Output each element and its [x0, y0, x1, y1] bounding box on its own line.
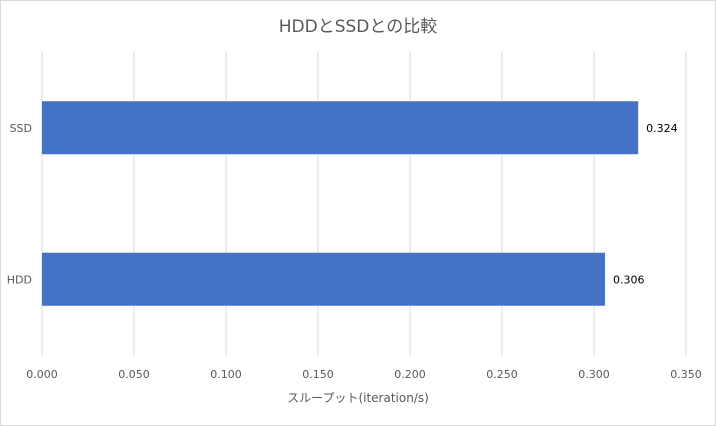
x-tick-label-7: 0.350: [670, 368, 702, 381]
data-label-hdd: 0.306: [613, 273, 645, 286]
bar-hdd: [42, 252, 606, 306]
data-label-ssd: 0.324: [646, 122, 678, 135]
chart-title: HDDとSSDとの比較: [278, 17, 438, 37]
x-tick-label-6: 0.300: [578, 368, 610, 381]
y-tick-label-hdd: HDD: [7, 273, 32, 286]
x-tick-label-4: 0.200: [394, 368, 426, 381]
bar-ssd: [42, 101, 639, 155]
x-tick-label-5: 0.250: [486, 368, 518, 381]
x-tick-label-3: 0.150: [302, 368, 334, 381]
y-tick-label-ssd: SSD: [10, 122, 32, 135]
x-tick-label-2: 0.100: [210, 368, 242, 381]
x-tick-label-1: 0.050: [118, 368, 150, 381]
x-axis-title: スループット(iteration/s): [287, 391, 429, 405]
x-tick-label-0: 0.000: [26, 368, 58, 381]
